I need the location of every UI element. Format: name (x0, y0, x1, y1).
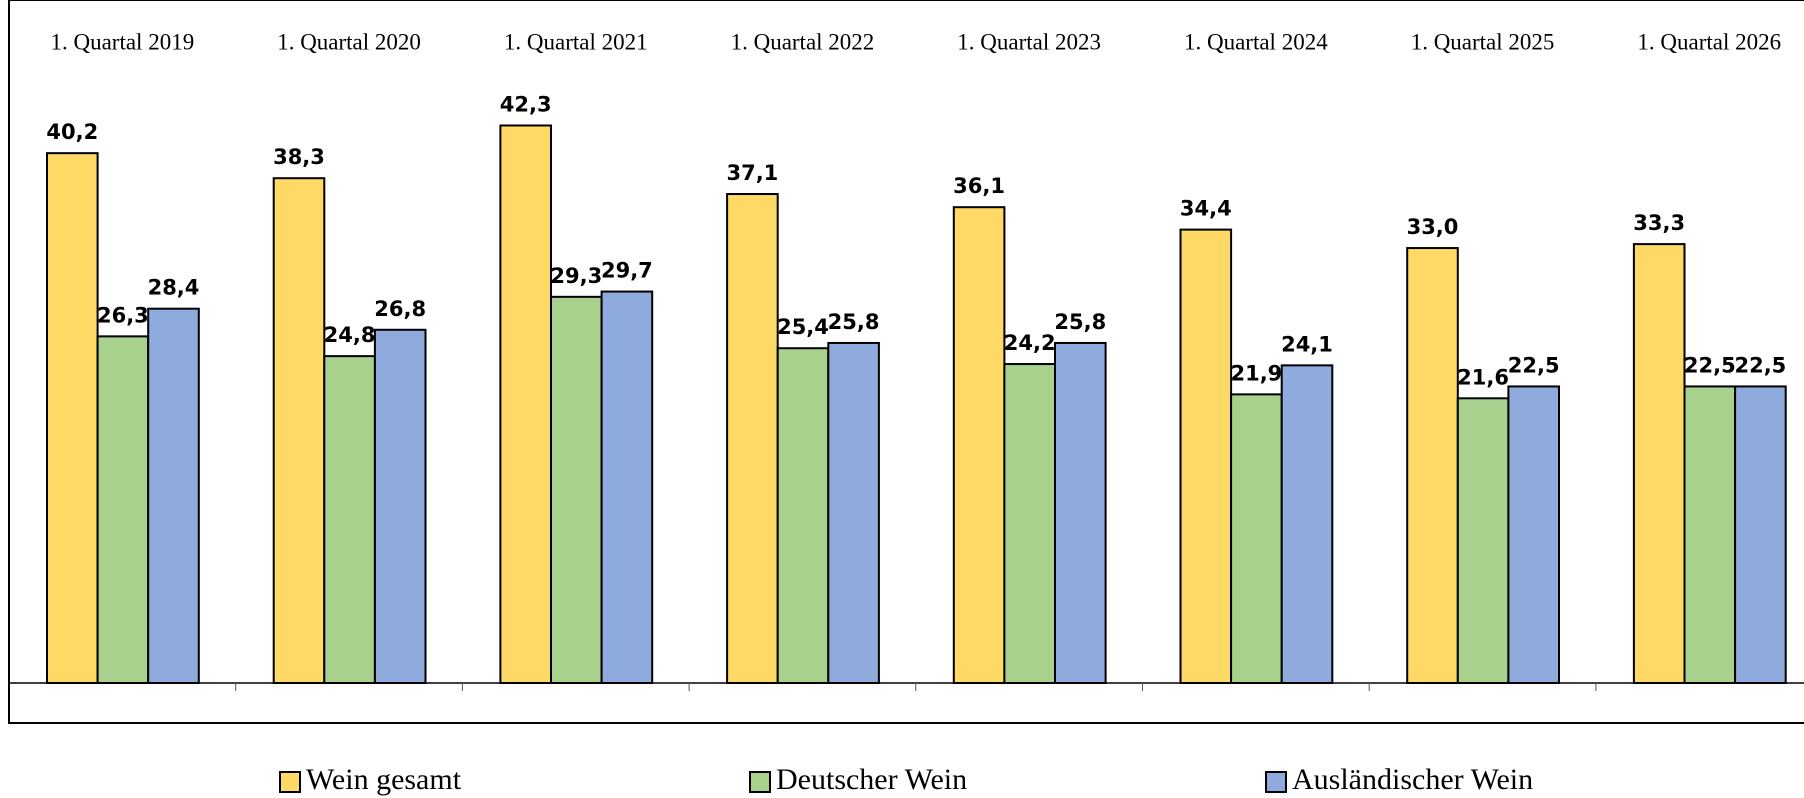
bar (600, 290, 654, 684)
value-label: 24,8 (324, 323, 376, 347)
bar (499, 124, 552, 684)
x-tick-label: 1. Quartal 2021 (504, 29, 648, 54)
value-label: 42,3 (500, 92, 552, 116)
value-label: 25,8 (828, 310, 880, 334)
bar (550, 295, 603, 684)
bar (1683, 385, 1737, 684)
value-label: 33,3 (1633, 211, 1685, 235)
value-label: 29,7 (601, 259, 653, 283)
x-tick-label: 1. Quartal 2024 (1184, 29, 1328, 54)
value-label: 21,6 (1457, 365, 1509, 389)
bar (1632, 243, 1686, 685)
bar (1054, 341, 1107, 684)
bar (373, 328, 427, 684)
x-tick-label: 1. Quartal 2026 (1637, 29, 1781, 54)
value-label: 22,5 (1734, 353, 1786, 377)
value-label: 34,4 (1180, 197, 1232, 221)
value-label: 24,2 (1004, 331, 1056, 355)
x-tick-label: 1. Quartal 2020 (277, 29, 421, 54)
legend-swatch (749, 771, 771, 793)
value-label: 25,8 (1054, 310, 1106, 334)
bar (147, 307, 200, 684)
value-label: 38,3 (273, 145, 325, 169)
bar (827, 341, 880, 684)
plot-frame (8, 0, 1804, 724)
bar (1734, 385, 1787, 684)
bar (726, 193, 779, 684)
value-label: 26,3 (97, 303, 149, 327)
value-label: 22,5 (1684, 353, 1736, 377)
bar (776, 347, 830, 684)
bar (323, 355, 376, 684)
bar (1230, 393, 1283, 684)
bar (1456, 397, 1510, 684)
value-label: 21,9 (1230, 361, 1282, 385)
bar (1003, 363, 1057, 684)
value-label: 40,2 (46, 120, 98, 144)
value-label: 33,0 (1407, 215, 1459, 239)
bar (1507, 385, 1561, 684)
legend-label: Ausländischer Wein (1292, 763, 1533, 796)
value-label: 25,4 (777, 315, 829, 339)
value-label: 24,1 (1281, 332, 1333, 356)
value-label: 22,5 (1508, 353, 1560, 377)
value-label: 37,1 (726, 161, 778, 185)
x-tick-label: 1. Quartal 2025 (1411, 29, 1555, 54)
value-label: 26,8 (374, 297, 426, 321)
x-tick-label: 1. Quartal 2019 (50, 29, 194, 54)
legend-label: Deutscher Wein (776, 763, 967, 796)
value-label: 28,4 (148, 276, 200, 300)
legend-swatch (1265, 771, 1287, 793)
legend-swatch (279, 771, 301, 793)
x-tick-label: 1. Quartal 2023 (957, 29, 1101, 54)
legend-label: Wein gesamt (306, 763, 462, 796)
bar (952, 206, 1006, 684)
value-label: 29,3 (550, 264, 602, 288)
bar (272, 177, 326, 684)
bar (1280, 364, 1334, 684)
bar (1179, 228, 1233, 684)
bar (96, 335, 150, 684)
x-tick-label: 1. Quartal 2022 (731, 29, 875, 54)
bar (46, 152, 99, 684)
bar (1406, 247, 1459, 684)
value-label: 36,1 (953, 174, 1005, 198)
